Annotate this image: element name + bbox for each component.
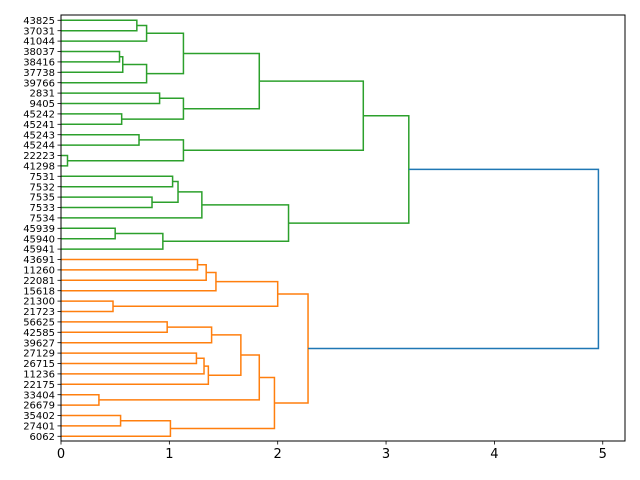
leaf-label: 42585 bbox=[23, 328, 55, 339]
leaf-label: 35402 bbox=[23, 411, 55, 422]
leaf-label: 56625 bbox=[23, 318, 55, 329]
leaf-label: 45939 bbox=[23, 224, 55, 235]
leaf-label: 38037 bbox=[23, 47, 55, 58]
leaf-label: 7532 bbox=[30, 182, 55, 193]
x-tick-label: 2 bbox=[274, 447, 282, 462]
leaf-label: 21723 bbox=[23, 307, 55, 318]
leaf-label: 27129 bbox=[23, 349, 55, 360]
x-axis: 0 1 2 3 4 5 bbox=[57, 441, 607, 462]
x-tick-label: 5 bbox=[599, 447, 607, 462]
leaf-label: 22175 bbox=[23, 380, 55, 391]
leaf-label: 9405 bbox=[30, 99, 55, 110]
leaf-label: 37031 bbox=[23, 26, 55, 37]
x-tick-label: 1 bbox=[165, 447, 173, 462]
leaf-label: 39766 bbox=[23, 78, 55, 89]
leaf-label: 26679 bbox=[23, 401, 55, 412]
leaf-label: 33404 bbox=[23, 390, 55, 401]
leaf-label: 37738 bbox=[23, 68, 55, 79]
leaf-label: 43691 bbox=[23, 255, 55, 266]
dendrogram-link bbox=[308, 168, 600, 350]
leaf-label: 45243 bbox=[23, 130, 55, 141]
leaf-label: 45941 bbox=[23, 245, 55, 256]
leaf-label: 26715 bbox=[23, 359, 55, 370]
leaf-label: 38416 bbox=[23, 58, 55, 69]
leaf-label: 41044 bbox=[23, 37, 55, 48]
leaf-labels: 4382537031410443803738416377383976628319… bbox=[23, 16, 61, 443]
leaf-label: 41298 bbox=[23, 162, 55, 173]
leaf-label: 45940 bbox=[23, 234, 55, 245]
dendrogram-links bbox=[61, 19, 600, 438]
leaf-label: 6062 bbox=[30, 432, 55, 443]
leaf-label: 11260 bbox=[23, 266, 55, 277]
leaf-label: 7533 bbox=[30, 203, 55, 214]
leaf-label: 7534 bbox=[30, 214, 55, 225]
leaf-label: 11236 bbox=[23, 370, 55, 381]
leaf-label: 15618 bbox=[23, 286, 55, 297]
leaf-label: 21300 bbox=[23, 297, 55, 308]
leaf-label: 22223 bbox=[23, 151, 55, 162]
leaf-label: 27401 bbox=[23, 422, 55, 433]
leaf-label: 2831 bbox=[30, 89, 55, 100]
leaf-label: 39627 bbox=[23, 338, 55, 349]
leaf-label: 45244 bbox=[23, 141, 55, 152]
leaf-label: 7535 bbox=[30, 193, 55, 204]
leaf-label: 45242 bbox=[23, 110, 55, 121]
leaf-label: 43825 bbox=[23, 16, 55, 27]
x-tick-label: 3 bbox=[382, 447, 390, 462]
leaf-label: 22081 bbox=[23, 276, 55, 287]
x-tick-label: 4 bbox=[490, 447, 498, 462]
leaf-label: 45241 bbox=[23, 120, 55, 131]
leaf-label: 7531 bbox=[30, 172, 55, 183]
x-tick-label: 0 bbox=[57, 447, 65, 462]
